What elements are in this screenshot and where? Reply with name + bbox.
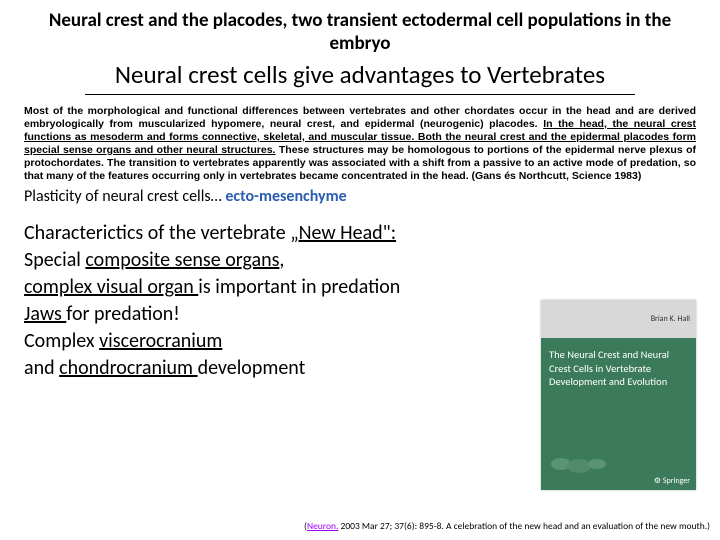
char-l3b: is important in predation: [198, 275, 400, 299]
plasticity-line: Plasticity of neural crest cells… ecto-m…: [0, 183, 720, 220]
book-publisher: ⚙ Springer: [654, 476, 690, 486]
book-decoration-icon: [549, 434, 609, 474]
char-line-1: Characterictics of the vertebrate „New H…: [24, 220, 696, 247]
page-title-1: Neural crest and the placodes, two trans…: [0, 0, 720, 56]
body-paragraph: Most of the morphological and functional…: [0, 105, 720, 184]
char-l6b: chondrocranium: [59, 356, 197, 380]
publisher-icon: ⚙: [654, 476, 661, 486]
page-title-2: Neural crest cells give advantages to Ve…: [85, 60, 635, 95]
book-author-bar: Brian K. Hall: [541, 300, 696, 338]
char-line-2: Special composite sense organs,: [24, 247, 696, 274]
citation-link[interactable]: Neuron.: [307, 520, 338, 532]
char-line-3: complex visual organ is important in pre…: [24, 274, 696, 301]
footer-rest: 2003 Mar 27; 37(6): 895-8. A celebration…: [338, 520, 710, 532]
citation-footer: (Neuron. 2003 Mar 27; 37(6): 895-8. A ce…: [304, 520, 710, 532]
char-l6c: development: [198, 356, 306, 380]
book-cover: Brian K. Hall The Neural Crest and Neura…: [541, 300, 696, 490]
char-l3a: complex visual organ: [24, 275, 198, 299]
publisher-name: Springer: [663, 476, 690, 486]
char-l6a: and: [24, 356, 59, 380]
plasticity-term: ecto-mesenchyme: [225, 187, 346, 206]
char-l2a: Special: [24, 248, 85, 272]
plasticity-pre: Plasticity of neural crest cells…: [24, 187, 225, 206]
char-l2b: composite sense organs: [85, 248, 279, 272]
char-l1b: „New Head":: [290, 221, 396, 245]
char-l5a: Complex: [24, 329, 99, 353]
char-l4a: Jaws: [24, 302, 66, 326]
char-l1a: Characterictics of the vertebrate: [24, 221, 290, 245]
char-l5b: viscerocranium: [99, 329, 222, 353]
char-l4b: for predation!: [66, 302, 180, 326]
book-author: Brian K. Hall: [651, 314, 690, 324]
char-l2c: ,: [279, 248, 284, 272]
book-title: The Neural Crest and Neural Crest Cells …: [541, 338, 696, 399]
title2-wrap: Neural crest cells give advantages to Ve…: [40, 60, 680, 95]
